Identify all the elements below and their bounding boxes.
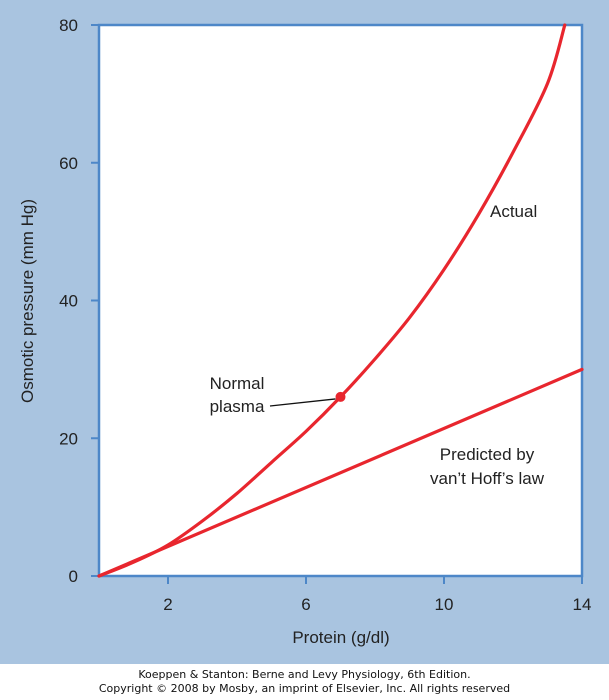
credit-line-1: Koeppen & Stanton: Berne and Levy Physio… [138, 668, 471, 681]
annotation-actual: Actual [490, 202, 537, 221]
x-tick-label-10: 10 [435, 595, 454, 614]
axis-ticks [91, 24, 583, 584]
x-tick-label-2: 2 [163, 595, 172, 614]
copyright-credit: Koeppen & Stanton: Berne and Levy Physio… [0, 668, 609, 696]
y-tick-label-20: 20 [59, 429, 78, 448]
annotation-predicted-line1: Predicted by [440, 445, 535, 464]
plot-area [97, 23, 584, 578]
annotation-normal: Normal [210, 374, 265, 393]
y-tick-label-60: 60 [59, 154, 78, 173]
series-vant-hoff-line [97, 367, 584, 578]
annotation-predicted-line2: van’t Hoff’s law [430, 469, 545, 488]
y-tick-label-0: 0 [69, 567, 78, 586]
x-tick-label-14: 14 [573, 595, 592, 614]
normal-plasma-leader-line [269, 398, 336, 407]
credit-line-2: Copyright © 2008 by Mosby, an imprint of… [98, 682, 511, 695]
y-axis-title: Osmotic pressure (mm Hg) [18, 199, 37, 403]
osmotic-pressure-chart: 2 6 10 14 0 20 40 60 80 Actual Normal plasma Pre… [0, 0, 609, 664]
y-tick-label-80: 80 [59, 16, 78, 35]
tick-labels: 2 6 10 14 0 20 40 60 80 [59, 16, 591, 614]
normal-plasma-point [335, 391, 346, 402]
y-tick-label-40: 40 [59, 292, 78, 311]
x-tick-label-6: 6 [301, 595, 310, 614]
annotation-plasma: plasma [210, 397, 265, 416]
x-axis-title: Protein (g/dl) [292, 628, 389, 647]
